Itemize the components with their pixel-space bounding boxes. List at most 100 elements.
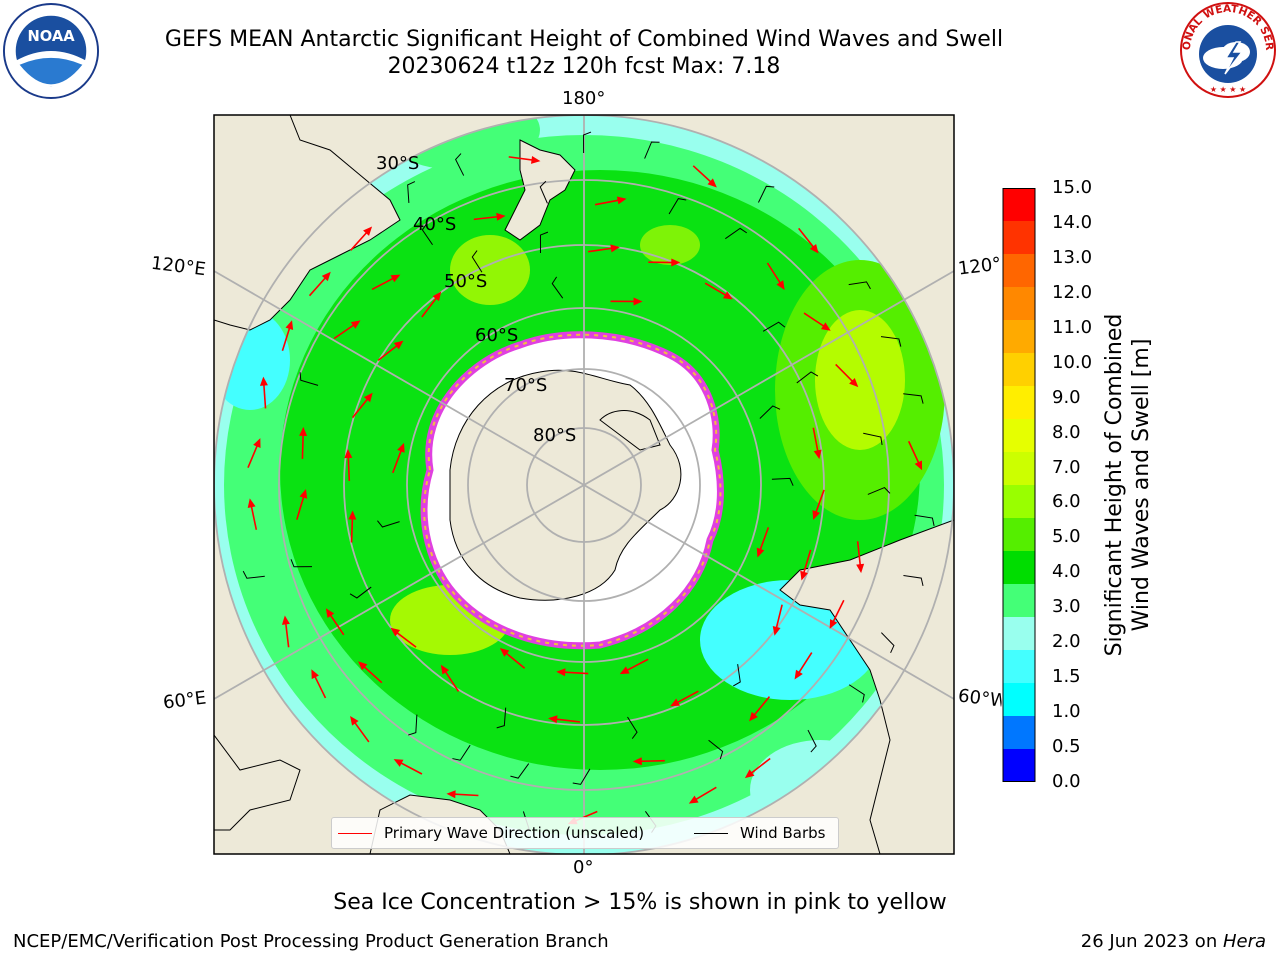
wind-barb: [408, 714, 418, 736]
wave-arrow-head: [350, 716, 359, 726]
colorbar-bar: [1002, 188, 1036, 783]
wave-arrow-head: [397, 442, 405, 453]
wave-arrow-head: [812, 510, 821, 520]
lat-label-40s: 40°S: [413, 214, 456, 235]
colorbar-tick-label: 6.0: [1052, 491, 1081, 513]
footer-date: 26 Jun 2023 on Hera: [1081, 931, 1266, 952]
wave-arrow-head: [756, 547, 765, 558]
colorbar-segment: [1003, 419, 1035, 453]
wind-barb: [881, 632, 895, 654]
wave-arrow-head: [856, 563, 865, 574]
wave-arrow-head: [820, 322, 831, 331]
wave-arrow-head: [849, 377, 859, 388]
wind-barb: [914, 514, 935, 526]
wind-barb: [867, 487, 891, 495]
wind-barb: [539, 231, 549, 254]
wave-arrow-head: [776, 280, 785, 290]
legend-red-line: [338, 833, 372, 834]
wave-arrow-head: [358, 661, 368, 671]
wave-arrow-head: [348, 510, 357, 520]
wind-barb: [757, 185, 775, 203]
wave-arrow-head: [499, 648, 510, 657]
lat-label-80s: 80°S: [533, 425, 576, 446]
wind-barb: [455, 153, 465, 176]
wave-arrow-head: [285, 320, 294, 330]
colorbar-segment: [1003, 683, 1035, 717]
wave-arrow-head: [556, 668, 566, 677]
antarctic-peninsula: [599, 410, 661, 451]
wind-barb: [583, 131, 592, 154]
wave-arrow-head: [914, 460, 923, 471]
wind-barb: [290, 559, 312, 568]
wind-barb: [349, 586, 372, 599]
wave-arrow-head: [393, 340, 404, 350]
colorbar-tick-label: 14.0: [1052, 211, 1093, 233]
wind-barb: [762, 321, 786, 332]
wind-barb: [572, 768, 591, 785]
wind-barb: [903, 393, 924, 404]
wave-arrow-head: [281, 615, 290, 625]
colorbar-segment: [1003, 584, 1035, 618]
legend-wave-label: Primary Wave Direction (unscaled): [384, 824, 645, 842]
colorbar-tick-label: 5.0: [1052, 526, 1081, 548]
wave-arrow-head: [800, 570, 808, 581]
lat-label-30s: 30°S: [376, 153, 419, 174]
noaa-logo: NOAA: [2, 2, 100, 100]
colorbar-segment: [1003, 749, 1035, 783]
legend-black-line: [694, 833, 728, 834]
wind-barb: [510, 763, 530, 779]
wave-arrow-head: [772, 626, 781, 636]
wave-arrow-head: [670, 698, 681, 707]
colorbar-segment: [1003, 287, 1035, 321]
wave-arrow-head: [610, 244, 620, 253]
lat-label-70s: 70°S: [504, 375, 547, 396]
colorbar-tick-label: 8.0: [1052, 421, 1081, 443]
wave-arrow-head: [325, 608, 335, 618]
nws-logo: NATIONAL WEATHER SERVICE ★ ★ ★ ★: [1178, 0, 1276, 98]
svg-text:★ ★ ★ ★: ★ ★ ★ ★: [1210, 85, 1246, 94]
wind-barb: [377, 520, 400, 528]
madagascar-land: [214, 734, 301, 831]
wind-barb: [551, 276, 564, 299]
colorbar-tick-label: 13.0: [1052, 246, 1093, 268]
footer-host: Hera: [1222, 931, 1266, 952]
colorbar-tick-label: 15.0: [1052, 177, 1093, 198]
wind-barb: [299, 372, 319, 386]
wave-arrow-head: [794, 669, 803, 680]
colorbar-segment: [1003, 254, 1035, 288]
wave-arrow-head: [829, 619, 838, 629]
south-america-land: [779, 519, 954, 854]
colorbar-segment: [1003, 188, 1035, 222]
wave-arrow-head: [619, 666, 630, 675]
wave-arrow-head: [530, 155, 541, 164]
colorbar-tick-label: 9.0: [1052, 386, 1081, 408]
wave-arrow-head: [299, 426, 308, 437]
wind-barb: [452, 744, 471, 761]
colorbar-segment: [1003, 452, 1035, 486]
wind-barb: [644, 141, 660, 159]
wave-arrow-head: [632, 757, 642, 766]
wave-arrow-head: [744, 769, 755, 779]
lon-label-0: 0°: [573, 857, 594, 878]
colorbar-segment: [1003, 221, 1035, 255]
colorbar-label-line1: Significant Height of Combined: [1102, 313, 1127, 657]
wave-arrow-head: [299, 489, 308, 499]
colorbar-tick-label: 11.0: [1052, 316, 1093, 338]
lat-label-60s: 60°S: [475, 325, 518, 346]
colorbar-segment: [1003, 353, 1035, 387]
legend-wave-direction: Primary Wave Direction (unscaled): [338, 824, 644, 842]
wave-arrow-head: [390, 274, 401, 283]
wind-barb: [807, 729, 817, 753]
wave-arrow-head: [723, 291, 733, 300]
legend-wind-barbs: Wind Barbs: [694, 824, 825, 842]
colorbar-tick-label: 12.0: [1052, 281, 1093, 303]
wind-barb: [421, 223, 433, 246]
colorbar-tick-label: 1.5: [1052, 666, 1081, 688]
wave-arrow-head: [548, 715, 558, 724]
wind-barb: [733, 664, 741, 687]
wind-barb: [627, 716, 638, 739]
wind-barb: [668, 198, 687, 215]
wave-arrow-head: [707, 178, 717, 188]
wave-arrow-head: [496, 212, 506, 221]
wave-arrow-head: [616, 196, 627, 205]
